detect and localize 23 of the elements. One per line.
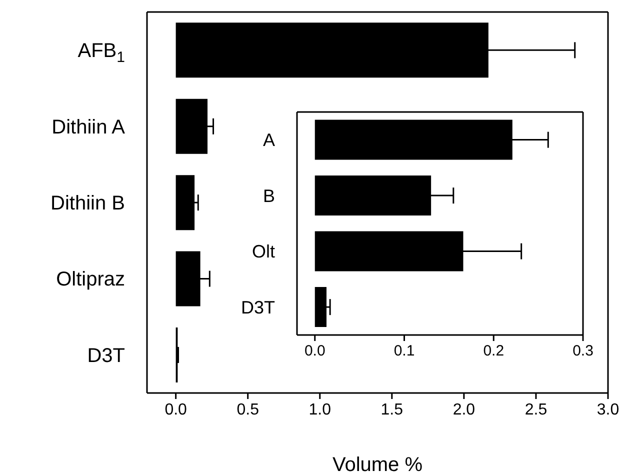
y-tick-label: D3T bbox=[87, 344, 125, 367]
x-tick-label: 1.5 bbox=[380, 401, 404, 418]
x-tick-label: 0.3 bbox=[572, 342, 594, 360]
y-tick-label: Oltipraz bbox=[56, 268, 125, 291]
x-tick-label: 1.0 bbox=[308, 401, 332, 418]
y-tick-label: AFB$_{1}$ bbox=[78, 40, 125, 66]
x-tick-label: 0.2 bbox=[483, 342, 504, 360]
y-tick-label: Olt bbox=[252, 242, 275, 262]
y-tick-label: A bbox=[262, 130, 275, 150]
y-tick-label: B bbox=[262, 186, 275, 206]
x-tick-label: 0.0 bbox=[164, 401, 188, 418]
y-tick-label: Dithiin B bbox=[50, 192, 125, 214]
x-tick-label: 2.5 bbox=[524, 401, 548, 418]
x-tick-label: 0.1 bbox=[394, 342, 415, 360]
bar bbox=[176, 175, 195, 230]
x-tick-label: 0.5 bbox=[236, 401, 260, 418]
x-axis-title: Volume % bbox=[332, 454, 423, 473]
x-tick-label: 3.0 bbox=[596, 401, 620, 418]
y-tick-label: Dithiin A bbox=[52, 116, 126, 138]
x-tick-label: 2.0 bbox=[452, 401, 476, 418]
x-tick-label: 0.0 bbox=[304, 342, 326, 360]
bar bbox=[314, 287, 326, 328]
y-tick-label: D3T bbox=[240, 297, 275, 318]
